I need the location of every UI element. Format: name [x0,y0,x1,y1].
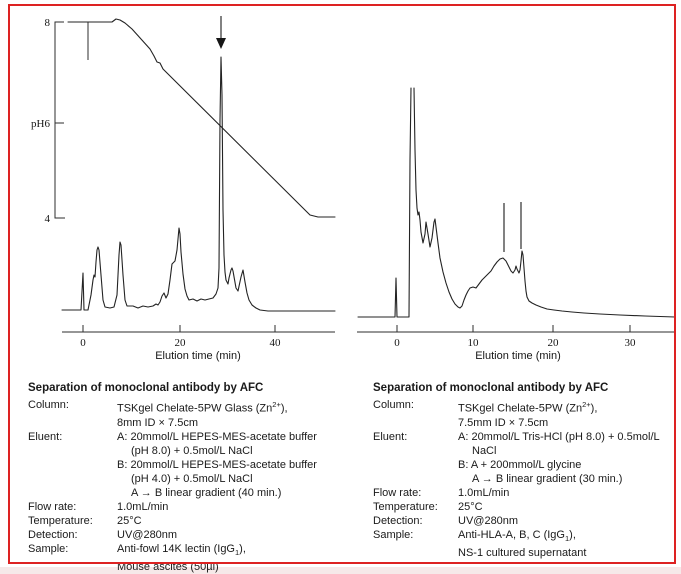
eluent-b-line2: (pH 4.0) + 0.5mol/L NaCl [131,472,253,485]
left-ph-label-6: pH6 [31,118,50,130]
right-row-sample: Sample: Anti-HLA-A, B, C (IgG1), NS-1 cu… [373,528,676,560]
row-label: Flow rate: [28,500,77,513]
right-conditions-title: Separation of monoclonal antibody by AFC [373,382,609,394]
right-row-column: Column: TSKgel Chelate-5PW (Zn2+), 7.5mm… [373,398,676,430]
left-xtick-20: 20 [175,337,187,349]
column-value-line1: TSKgel Chelate-5PW (Zn2+), [458,400,598,415]
left-ph-axis [54,21,65,219]
left-row-sample: Sample: Anti-fowl 14K lectin (IgG1), Mou… [28,542,350,574]
temperature-value: 25°C [117,514,142,527]
left-row-detection: Detection: UV@280nm [28,528,350,542]
row-label: Temperature: [28,514,93,527]
left-ph-label-8: 8 [45,17,51,29]
sample-value-line2: NS-1 cultured supernatant [458,546,587,559]
detection-value: UV@280nm [117,528,178,541]
eluent-b-line: B: 20mmol/L HEPES-MES-acetate buffer [117,458,317,471]
eluent-a-line: A: 20mmol/L HEPES-MES-acetate buffer [117,430,317,443]
row-label: Detection: [373,514,423,527]
left-conditions-title: Separation of monoclonal antibody by AFC [28,382,264,394]
gradient-line: A → B linear gradient (30 min.) [472,472,623,485]
row-label: Eluent: [373,430,408,443]
right-conditions-block: Separation of monoclonal antibody by AFC… [373,381,676,560]
row-label: Eluent: [28,430,63,443]
detection-value: UV@280nm [458,514,519,527]
right-x-axis-title: Elution time (min) [475,350,561,362]
right-chromatogram-plot: 0 10 20 30 Elution time (min) [357,87,676,362]
right-uv-trace-rising [357,87,412,318]
column-value-line1: TSKgel Chelate-5PW Glass (Zn2+), [117,400,288,415]
right-xtick-0: 0 [394,337,400,349]
left-xtick-40: 40 [270,337,282,349]
eluent-b-line: B: A + 200mmol/L glycine [458,458,582,471]
row-label: Sample: [373,528,414,541]
eluent-a-line: A: 20mmol/L Tris-HCl (pH 8.0) + 0.5mol/L [458,430,660,443]
flow-rate-value: 1.0mL/min [117,500,169,513]
flow-rate-value: 1.0mL/min [458,486,510,499]
row-label: Detection: [28,528,78,541]
left-x-axis-title: Elution time (min) [155,350,241,362]
left-row-column: Column: TSKgel Chelate-5PW Glass (Zn2+),… [28,398,350,430]
sample-value-line2: Mouse ascites (50µl) [117,560,219,573]
right-xtick-20: 20 [548,337,560,349]
eluent-a-line2: (pH 8.0) + 0.5mol/L NaCl [131,444,253,457]
row-label: Sample: [28,542,69,555]
left-chromatogram-plot: 8 pH6 4 0 20 40 Elution time (min) [31,16,336,362]
temperature-value: 25°C [458,500,483,513]
left-row-flow-rate: Flow rate: 1.0mL/min [28,500,350,514]
right-uv-trace-falling [413,87,676,318]
row-label: Flow rate: [373,486,422,499]
right-row-eluent: Eluent: A: 20mmol/L Tris-HCl (pH 8.0) + … [373,430,676,486]
left-conditions-block: Separation of monoclonal antibody by AFC… [28,381,350,574]
right-xtick-10: 10 [468,337,480,349]
page-bottom-tint [0,567,681,574]
row-label: Temperature: [373,500,438,513]
sample-value-line1: Anti-HLA-A, B, C (IgG1), [458,528,576,543]
left-ph-gradient-trace [67,18,336,218]
eluent-a-line2: NaCl [472,444,497,457]
right-fraction-marker-lines [503,202,522,252]
left-uv-trace [61,56,336,312]
gradient-line: A → B linear gradient (40 min.) [131,486,282,499]
right-row-flow-rate: Flow rate: 1.0mL/min [373,486,676,500]
left-xtick-0: 0 [80,337,86,349]
right-row-temperature: Temperature: 25°C [373,500,676,514]
right-row-detection: Detection: UV@280nm [373,514,676,528]
left-row-eluent: Eluent: A: 20mmol/L HEPES-MES-acetate bu… [28,430,350,500]
column-value-line2: 7.5mm ID × 7.5cm [458,416,549,429]
right-x-axis [357,325,675,333]
left-row-temperature: Temperature: 25°C [28,514,350,528]
peak-arrow-head-icon [216,38,226,49]
right-xtick-30: 30 [625,337,637,349]
row-label: Column: [28,399,69,411]
left-ph-label-4: 4 [45,213,51,225]
sample-value-line1: Anti-fowl 14K lectin (IgG1), [117,542,246,557]
column-value-line2: 8mm ID × 7.5cm [117,416,198,429]
row-label: Column: [373,399,414,411]
left-x-axis [62,325,335,333]
